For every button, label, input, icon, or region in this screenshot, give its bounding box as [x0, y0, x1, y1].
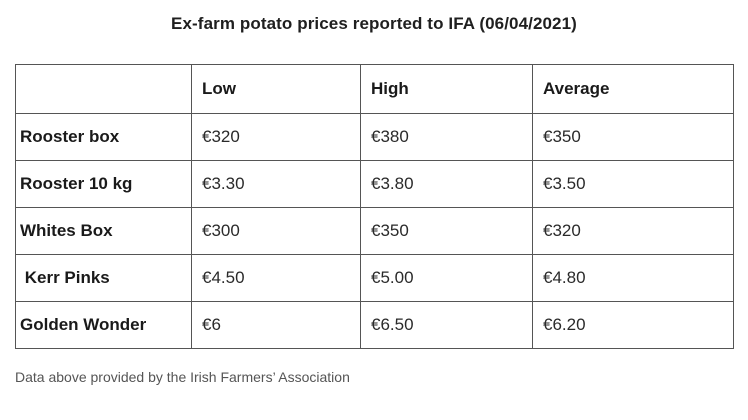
row-label: Kerr Pinks [15, 254, 192, 302]
table-row: Kerr Pinks €4.50 €5.00 €4.80 [15, 254, 734, 302]
low-price: €320 [191, 113, 361, 161]
source-note: Data above provided by the Irish Farmers… [15, 369, 350, 385]
average-price: €4.80 [532, 254, 734, 302]
header-corner-cell [15, 64, 192, 114]
low-price: €3.30 [191, 160, 361, 208]
high-price: €6.50 [360, 301, 533, 349]
high-price: €5.00 [360, 254, 533, 302]
average-price: €350 [532, 113, 734, 161]
potato-price-table: Low High Average Rooster box €320 €380 €… [15, 64, 734, 349]
row-label: Whites Box [15, 207, 192, 255]
table-row: Golden Wonder €6 €6.50 €6.20 [15, 301, 734, 349]
header-low: Low [191, 64, 361, 114]
low-price: €6 [191, 301, 361, 349]
table-row: Rooster box €320 €380 €350 [15, 113, 734, 161]
row-label: Golden Wonder [15, 301, 192, 349]
average-price: €3.50 [532, 160, 734, 208]
table-row: Whites Box €300 €350 €320 [15, 207, 734, 255]
high-price: €350 [360, 207, 533, 255]
header-high: High [360, 64, 533, 114]
low-price: €4.50 [191, 254, 361, 302]
average-price: €6.20 [532, 301, 734, 349]
high-price: €380 [360, 113, 533, 161]
table-header-row: Low High Average [15, 64, 734, 114]
table-title: Ex-farm potato prices reported to IFA (0… [171, 14, 577, 33]
high-price: €3.80 [360, 160, 533, 208]
table-row: Rooster 10 kg €3.30 €3.80 €3.50 [15, 160, 734, 208]
row-label: Rooster 10 kg [15, 160, 192, 208]
low-price: €300 [191, 207, 361, 255]
row-label: Rooster box [15, 113, 192, 161]
header-average: Average [532, 64, 734, 114]
average-price: €320 [532, 207, 734, 255]
